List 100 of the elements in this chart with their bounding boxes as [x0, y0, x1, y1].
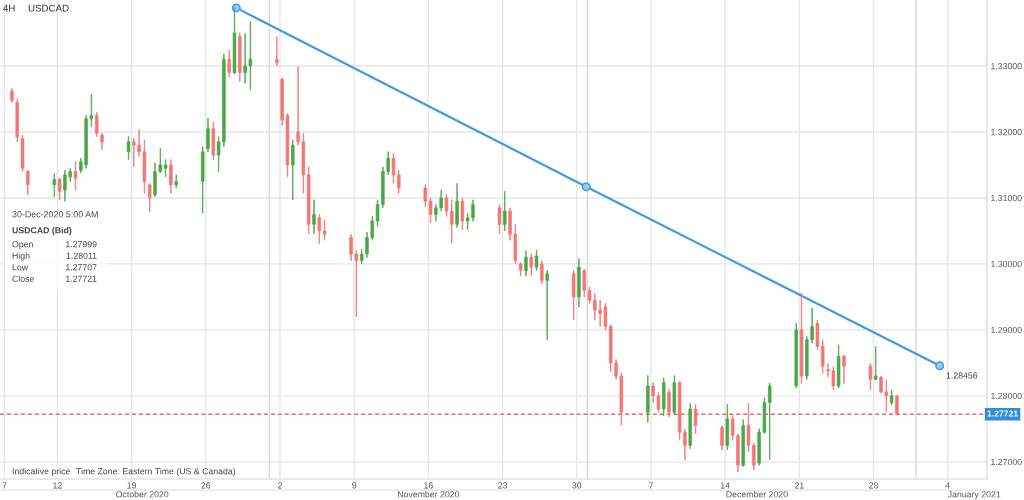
candlestick: [889, 390, 894, 406]
candlestick: [577, 258, 581, 308]
x-tick-label: 4: [945, 482, 950, 489]
candlestick: [227, 49, 231, 77]
y-tick-label: 1.27000: [991, 458, 1022, 466]
x2-tick-label: January 2021: [947, 491, 1001, 500]
candlestick: [725, 404, 730, 451]
candlestick: [15, 98, 19, 143]
y-tick-label: 1.31000: [991, 194, 1022, 202]
candlestick: [94, 111, 99, 137]
y-tick-label: 1.29000: [991, 326, 1022, 334]
candlestick: [20, 134, 25, 172]
x2-tick-label: October 2020: [116, 490, 169, 498]
candlestick: [768, 382, 772, 461]
x-tick-label: 26: [201, 482, 211, 489]
chart-title: USDCAD: [28, 4, 69, 12]
annotation: Indicative price: [12, 467, 70, 477]
candlestick: [662, 377, 666, 417]
candlestick: [317, 214, 322, 244]
candlestick: [518, 262, 523, 277]
candlestick: [873, 346, 878, 381]
candlestick: [836, 344, 841, 389]
candlestick: [126, 136, 131, 161]
annotation: High: [12, 252, 30, 261]
candlestick: [100, 132, 104, 151]
candlestick: [741, 419, 745, 467]
candlestick: [444, 194, 449, 217]
candlestick: [57, 177, 62, 201]
x-tick-label: 21: [794, 482, 804, 489]
candlestick: [200, 146, 205, 214]
x2-tick-label: December 2020: [726, 490, 788, 498]
candlestick: [534, 249, 539, 271]
x-tick-label: 14: [720, 482, 730, 489]
candlestick: [868, 363, 873, 391]
candlestick: [322, 219, 327, 241]
x-tick-label: 9: [352, 482, 357, 489]
y-tick-label: 1.28000: [991, 392, 1022, 400]
candlestick: [571, 270, 576, 321]
candlestick: [540, 260, 544, 285]
x-tick-label: 28: [869, 482, 878, 489]
candlestick: [147, 183, 152, 213]
candlestick: [450, 199, 454, 244]
candlestick: [169, 159, 173, 194]
candlestick: [794, 322, 798, 389]
candlestick: [545, 270, 549, 341]
candlestick: [820, 339, 825, 374]
candlestick: [895, 394, 899, 416]
candlestick: [423, 184, 427, 207]
point: [935, 361, 945, 371]
candlestick: [10, 88, 14, 103]
y-tick-label: 1.33000: [991, 63, 1022, 70]
chart-subtitle: 4H: [3, 4, 15, 12]
x-tick-label: 16: [424, 482, 433, 489]
candlestick: [206, 117, 210, 153]
candlestick: [455, 183, 459, 228]
x-tick-label: 2: [277, 482, 282, 489]
annotation: 1.27707: [66, 264, 97, 271]
candlestick: [238, 32, 242, 83]
candlestick: [73, 161, 78, 191]
candlestick: [799, 292, 804, 384]
candlestick: [306, 166, 311, 234]
x2-tick-label: November 2020: [397, 490, 460, 498]
candlestick: [667, 388, 671, 418]
candlestick: [688, 402, 692, 449]
annotation: 1.28011: [66, 252, 97, 259]
annotation: 30-Dec-2020 5:00 AM: [12, 211, 98, 218]
candlestick: [291, 139, 295, 201]
candlestick: [524, 250, 528, 277]
candlestick: [26, 169, 30, 195]
annotation: 1.27999: [66, 241, 97, 248]
candlestick: [174, 174, 178, 189]
x-tick-label: 23: [498, 482, 508, 489]
x-tick-label: 12: [53, 482, 62, 489]
candlestick: [312, 199, 316, 234]
candlestick: [842, 354, 846, 384]
x-tick-label: 19: [127, 482, 137, 489]
annotation: Time Zone: Eastern Time (US & Canada): [76, 467, 236, 477]
annotation: Close: [12, 275, 34, 282]
candlestick: [529, 253, 533, 277]
candlestick: [232, 7, 237, 75]
candlestick: [582, 268, 586, 298]
x-tick-label: 7: [648, 482, 653, 489]
annotation: Open: [12, 241, 33, 250]
x-tick-label: 30: [572, 482, 582, 489]
y-tick-label: 1.32000: [991, 129, 1022, 136]
point: [581, 182, 591, 192]
candlestick: [460, 197, 465, 230]
annotation: Low: [12, 264, 29, 271]
candlestick: [52, 173, 57, 197]
candlestick: [163, 159, 168, 178]
y-tick-label: 1.30000: [991, 260, 1022, 268]
ref-line-label: 1.27721: [987, 410, 1018, 417]
candlestick: [720, 425, 724, 451]
x-tick-label: 7: [2, 482, 7, 489]
candlestick: [503, 190, 507, 232]
candlestick: [672, 375, 677, 415]
candlestick: [646, 375, 650, 423]
annotation: USDCAD (Bid): [12, 226, 72, 236]
annotation: 1.27721: [66, 275, 97, 282]
candlestick: [211, 121, 216, 161]
